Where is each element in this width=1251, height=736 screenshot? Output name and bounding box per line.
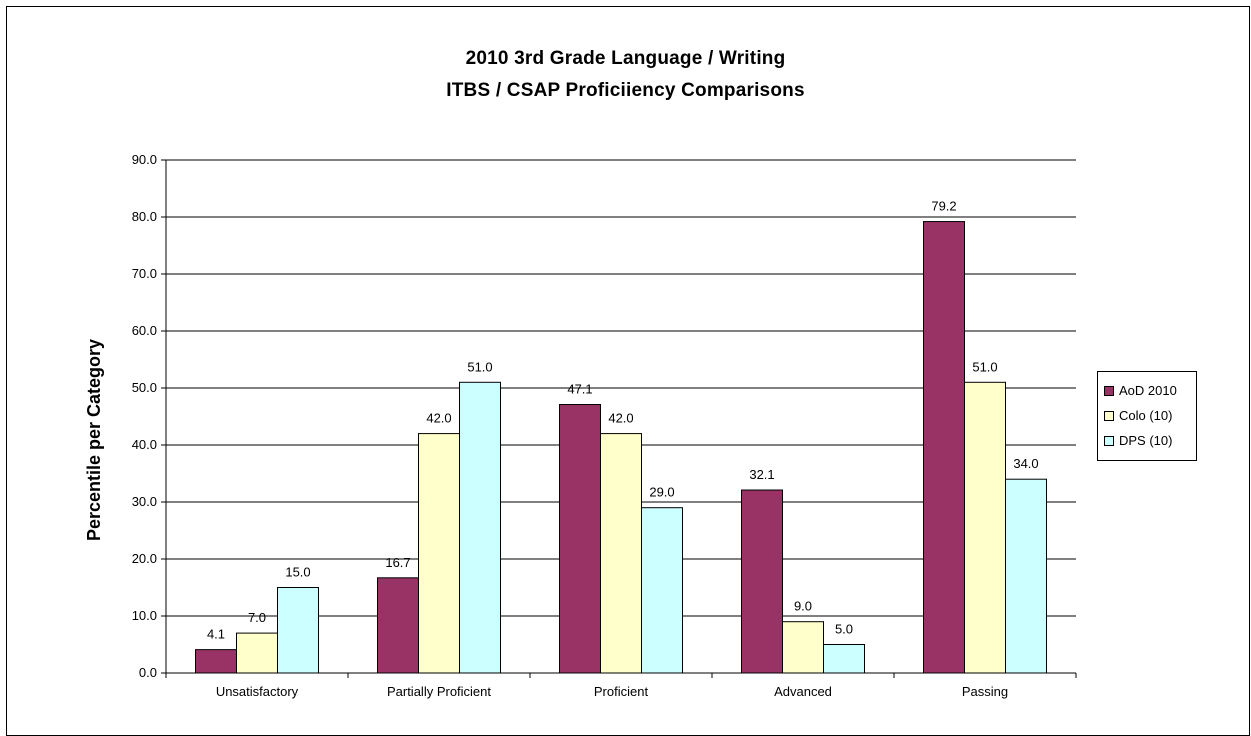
bar-colo-10-advanced xyxy=(782,621,824,674)
bar-dps-10-advanced xyxy=(823,644,865,674)
chart-subtitle: ITBS / CSAP Proficiiency Comparisons xyxy=(446,80,805,101)
x-tick-label-advanced: Advanced xyxy=(774,684,832,699)
legend-label-aod-2010: AoD 2010 xyxy=(1119,383,1177,398)
data-label-aod-2010-unsatisfactory: 4.1 xyxy=(207,627,225,642)
data-label-colo-10-unsatisfactory: 7.0 xyxy=(248,610,266,625)
legend-swatch-dps-10 xyxy=(1104,435,1114,446)
legend-item-dps-10: DPS (10) xyxy=(1104,428,1196,453)
bar-colo-10-unsatisfactory xyxy=(236,632,278,674)
legend-item-colo-10: Colo (10) xyxy=(1104,403,1196,428)
x-tick-label-proficient: Proficient xyxy=(594,684,649,699)
chart-title: 2010 3rd Grade Language / Writing xyxy=(465,48,786,69)
data-label-colo-10-proficient: 42.0 xyxy=(608,411,633,426)
x-tick-label-passing: Passing xyxy=(962,684,1008,699)
y-tick-label: 70.0 xyxy=(132,266,157,281)
bar-aod-2010-passing xyxy=(923,221,965,674)
bar-colo-10-partially-proficient xyxy=(418,433,460,674)
data-label-colo-10-passing: 51.0 xyxy=(972,359,997,374)
data-label-dps-10-passing: 34.0 xyxy=(1013,456,1038,471)
data-labels: 4.1 7.0 15.0 16.7 42.0 51.0 47.1 42.0 29.0 32.1 9.… xyxy=(207,199,1039,642)
y-tick-label: 50.0 xyxy=(132,380,157,395)
y-tick-label: 30.0 xyxy=(132,494,157,509)
y-tick-label: 0.0 xyxy=(139,665,157,680)
legend-swatch-aod-2010 xyxy=(1104,385,1114,396)
y-tick-label: 90.0 xyxy=(132,152,157,167)
data-label-dps-10-proficient: 29.0 xyxy=(649,485,674,500)
bars xyxy=(195,221,1047,674)
bar-colo-10-proficient xyxy=(600,433,642,674)
bar-dps-10-partially-proficient xyxy=(459,381,501,674)
y-tick-label: 60.0 xyxy=(132,323,157,338)
data-label-aod-2010-proficient: 47.1 xyxy=(567,382,592,397)
data-label-aod-2010-passing: 79.2 xyxy=(931,199,956,214)
bar-dps-10-passing xyxy=(1005,478,1047,674)
bar-aod-2010-unsatisfactory xyxy=(195,649,237,674)
bar-aod-2010-proficient xyxy=(559,404,601,674)
chart-legend: AoD 2010 Colo (10) DPS (10) xyxy=(1097,371,1197,461)
data-label-colo-10-advanced: 9.0 xyxy=(794,599,812,614)
data-label-aod-2010-advanced: 32.1 xyxy=(749,467,774,482)
y-tick-label: 10.0 xyxy=(132,608,157,623)
legend-label-dps-10: DPS (10) xyxy=(1119,433,1173,448)
bar-aod-2010-advanced xyxy=(741,489,783,674)
bar-aod-2010-partially-proficient xyxy=(377,577,419,674)
x-tick-label-unsatisfactory: Unsatisfactory xyxy=(216,684,299,699)
data-label-dps-10-partially-proficient: 51.0 xyxy=(467,359,492,374)
axes: 0.0 10.0 20.0 30.0 40.0 50.0 60.0 70.0 80.0 90.0 U… xyxy=(132,152,1077,699)
bar-dps-10-unsatisfactory xyxy=(277,587,319,674)
legend-swatch-colo-10 xyxy=(1104,410,1114,421)
y-axis-label: Percentile per Category xyxy=(84,339,104,541)
x-tick-label-partially-proficient: Partially Proficient xyxy=(387,684,491,699)
data-label-colo-10-partially-proficient: 42.0 xyxy=(426,411,451,426)
y-tick-label: 20.0 xyxy=(132,551,157,566)
y-tick-label: 40.0 xyxy=(132,437,157,452)
legend-label-colo-10: Colo (10) xyxy=(1119,408,1173,423)
data-label-dps-10-unsatisfactory: 15.0 xyxy=(285,565,310,580)
data-label-aod-2010-partially-proficient: 16.7 xyxy=(385,555,410,570)
bar-colo-10-passing xyxy=(964,381,1006,674)
y-tick-label: 80.0 xyxy=(132,209,157,224)
legend-item-aod-2010: AoD 2010 xyxy=(1104,378,1196,403)
bar-dps-10-proficient xyxy=(641,507,683,674)
data-label-dps-10-advanced: 5.0 xyxy=(835,622,853,637)
